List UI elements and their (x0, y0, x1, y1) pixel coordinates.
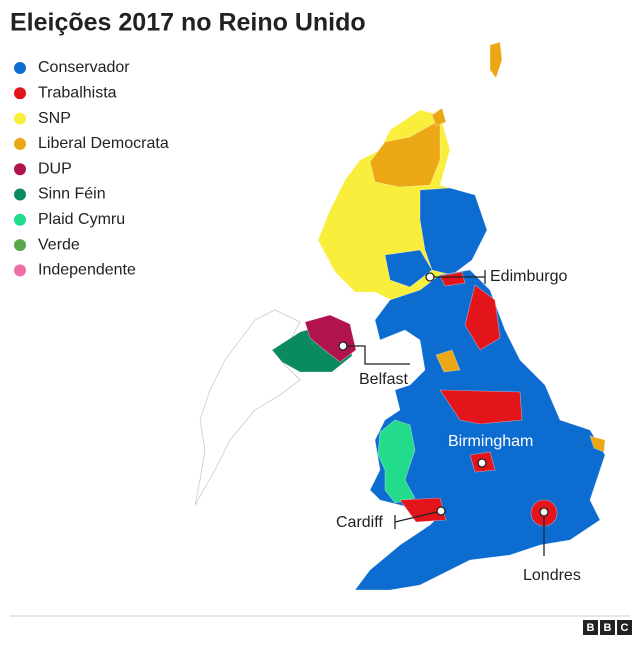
north-west-lab (439, 389, 523, 425)
leader-line (343, 345, 410, 365)
scotland-con (419, 187, 488, 276)
legend-swatch (14, 213, 26, 226)
city-markers (338, 270, 549, 556)
city-label: Cardiff (336, 514, 383, 531)
city-dot (425, 272, 435, 282)
legend-label: SNP (38, 110, 71, 127)
logo-box (583, 620, 598, 635)
wales-plaid (377, 419, 416, 504)
legend-swatch (14, 62, 26, 74)
scotland-lib-dem (369, 119, 441, 188)
city-dot (436, 506, 446, 516)
legend-label: Trabalhista (38, 85, 117, 102)
shetland (489, 41, 503, 79)
scotland-con-south (384, 249, 433, 288)
logo-letter: B (587, 622, 595, 634)
city-label: Edimburgo (490, 268, 567, 285)
lib-dem-east (589, 435, 606, 453)
city-dot (338, 341, 348, 351)
legend: Conservador Trabalhista SNP Liberal Democra… (14, 59, 169, 279)
legend-label: Sinn Féin (38, 186, 106, 203)
lib-dem-north (435, 349, 461, 373)
map (194, 41, 606, 591)
south-wales-lab (399, 497, 447, 523)
title: Eleições 2017 no Reino Unido (10, 9, 366, 37)
legend-label: DUP (38, 160, 72, 177)
city-label: Birmingham (448, 433, 533, 450)
legend-label: Verde (38, 236, 80, 253)
legend-label: Liberal Democrata (38, 135, 169, 152)
city-label: Londres (523, 567, 581, 584)
legend-label: Plaid Cymru (38, 211, 125, 228)
legend-swatch (14, 163, 26, 176)
legend-swatch (14, 137, 26, 150)
leader-line (394, 510, 442, 523)
legend-swatch (14, 87, 26, 100)
edinburgh-lab (439, 271, 466, 287)
city-dot (477, 458, 487, 468)
logo-box (600, 620, 615, 635)
city-label: Belfast (359, 371, 408, 388)
logo-letter: C (621, 622, 629, 634)
legend-swatch (14, 239, 26, 252)
city-dot (539, 507, 549, 517)
ireland (194, 309, 301, 506)
legend-label: Conservador (38, 59, 130, 76)
legend-swatch (14, 112, 26, 125)
north-east-lab (464, 284, 501, 351)
logo-letter: B (604, 622, 612, 634)
legend-swatch (14, 188, 26, 201)
legend-swatch (14, 264, 26, 277)
logo-box (617, 620, 632, 635)
legend-label: Independente (38, 262, 136, 279)
orkney (431, 107, 447, 127)
